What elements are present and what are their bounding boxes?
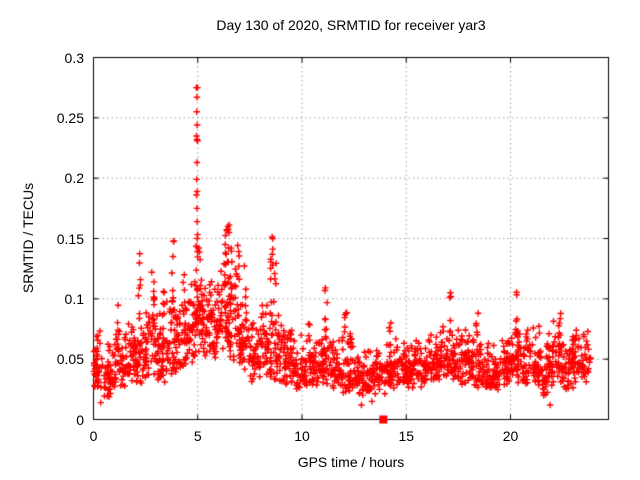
- x-tick-label: 5: [193, 428, 202, 444]
- x-tick-label: 20: [502, 428, 519, 444]
- y-tick-label: 0.25: [56, 109, 84, 126]
- y-tick-label: 0.1: [64, 290, 84, 307]
- y-tick-label: 0.2: [64, 170, 84, 187]
- chart-title: Day 130 of 2020, SRMTID for receiver yar…: [216, 17, 486, 33]
- y-tick-label: 0: [76, 411, 84, 428]
- x-axis-label: GPS time / hours: [297, 454, 405, 470]
- y-axis-label: SRMTID / TECUs: [20, 182, 36, 294]
- x-tick-label: 10: [294, 428, 310, 444]
- x-tick-label: 15: [398, 428, 415, 444]
- y-tick-label: 0.05: [56, 351, 84, 368]
- y-tick-label: 0.3: [64, 49, 84, 66]
- x-tick-label: 0: [89, 428, 98, 444]
- y-tick-label: 0.15: [56, 230, 84, 247]
